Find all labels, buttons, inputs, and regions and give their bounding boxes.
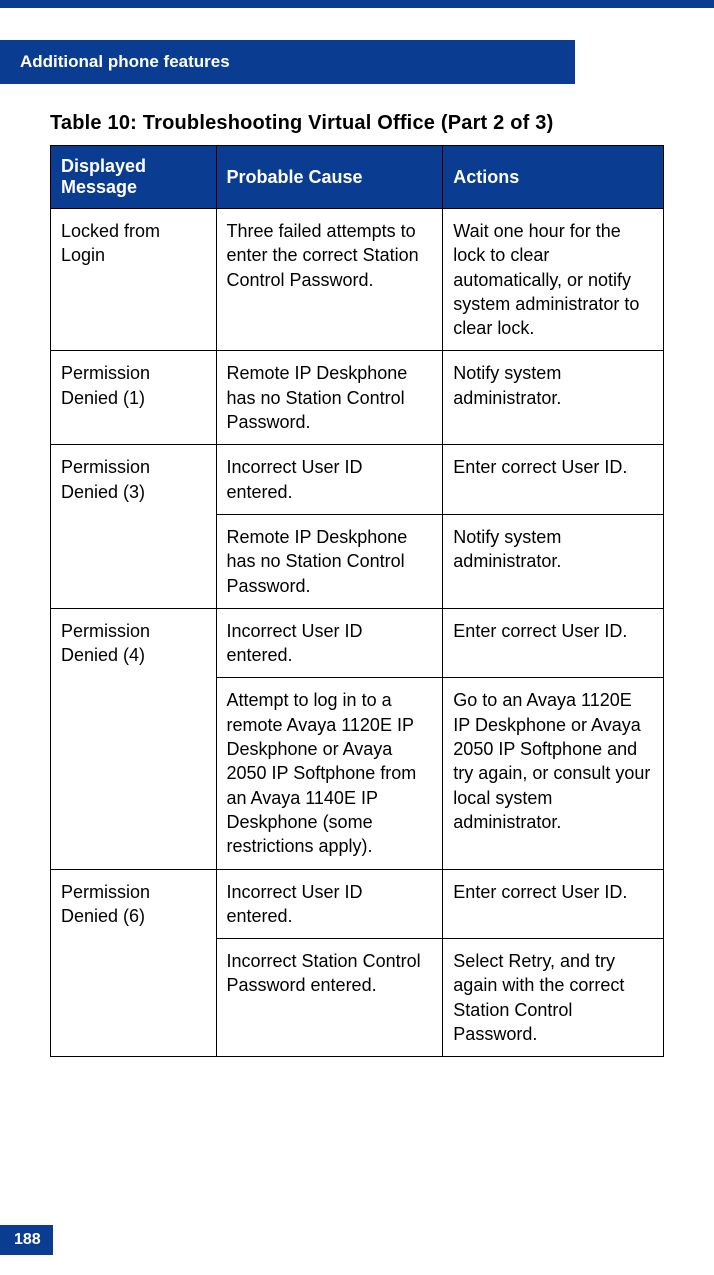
col-header-cause: Probable Cause bbox=[216, 146, 443, 209]
cell-action: Select Retry, and try again with the cor… bbox=[443, 939, 664, 1057]
table-body: Locked from LoginThree failed attempts t… bbox=[51, 209, 664, 1057]
table-caption: Table 10: Troubleshooting Virtual Office… bbox=[50, 112, 664, 135]
cell-cause: Incorrect User ID entered. bbox=[216, 869, 443, 939]
table-header-row: Displayed Message Probable Cause Actions bbox=[51, 146, 664, 209]
table-row: Permission Denied (6)Incorrect User ID e… bbox=[51, 869, 664, 939]
cell-cause: Remote IP Deskphone has no Station Contr… bbox=[216, 351, 443, 445]
page-content: Table 10: Troubleshooting Virtual Office… bbox=[0, 84, 714, 1057]
section-header-band: Additional phone features bbox=[0, 40, 575, 84]
table-row: Permission Denied (4)Incorrect User ID e… bbox=[51, 608, 664, 678]
cell-cause: Remote IP Deskphone has no Station Contr… bbox=[216, 514, 443, 608]
cell-action: Wait one hour for the lock to clear auto… bbox=[443, 209, 664, 351]
cell-action: Enter correct User ID. bbox=[443, 608, 664, 678]
section-title: Additional phone features bbox=[20, 52, 230, 71]
cell-action: Enter correct User ID. bbox=[443, 445, 664, 515]
col-header-actions: Actions bbox=[443, 146, 664, 209]
cell-action: Notify system administrator. bbox=[443, 351, 664, 445]
cell-action: Notify system administrator. bbox=[443, 514, 664, 608]
page-number: 188 bbox=[0, 1225, 53, 1255]
cell-message: Permission Denied (1) bbox=[51, 351, 217, 445]
cell-action: Enter correct User ID. bbox=[443, 869, 664, 939]
col-header-message: Displayed Message bbox=[51, 146, 217, 209]
cell-cause: Incorrect Station Control Password enter… bbox=[216, 939, 443, 1057]
cell-message: Locked from Login bbox=[51, 209, 217, 351]
cell-cause: Attempt to log in to a remote Avaya 1120… bbox=[216, 678, 443, 869]
cell-action: Go to an Avaya 1120E IP Deskphone or Ava… bbox=[443, 678, 664, 869]
cell-cause: Three failed attempts to enter the corre… bbox=[216, 209, 443, 351]
cell-message: Permission Denied (4) bbox=[51, 608, 217, 869]
top-accent-bar bbox=[0, 0, 714, 8]
table-row: Locked from LoginThree failed attempts t… bbox=[51, 209, 664, 351]
table-row: Permission Denied (3)Incorrect User ID e… bbox=[51, 445, 664, 515]
troubleshooting-table: Displayed Message Probable Cause Actions… bbox=[50, 145, 664, 1057]
table-row: Permission Denied (1)Remote IP Deskphone… bbox=[51, 351, 664, 445]
cell-cause: Incorrect User ID entered. bbox=[216, 445, 443, 515]
cell-cause: Incorrect User ID entered. bbox=[216, 608, 443, 678]
cell-message: Permission Denied (3) bbox=[51, 445, 217, 608]
cell-message: Permission Denied (6) bbox=[51, 869, 217, 1057]
